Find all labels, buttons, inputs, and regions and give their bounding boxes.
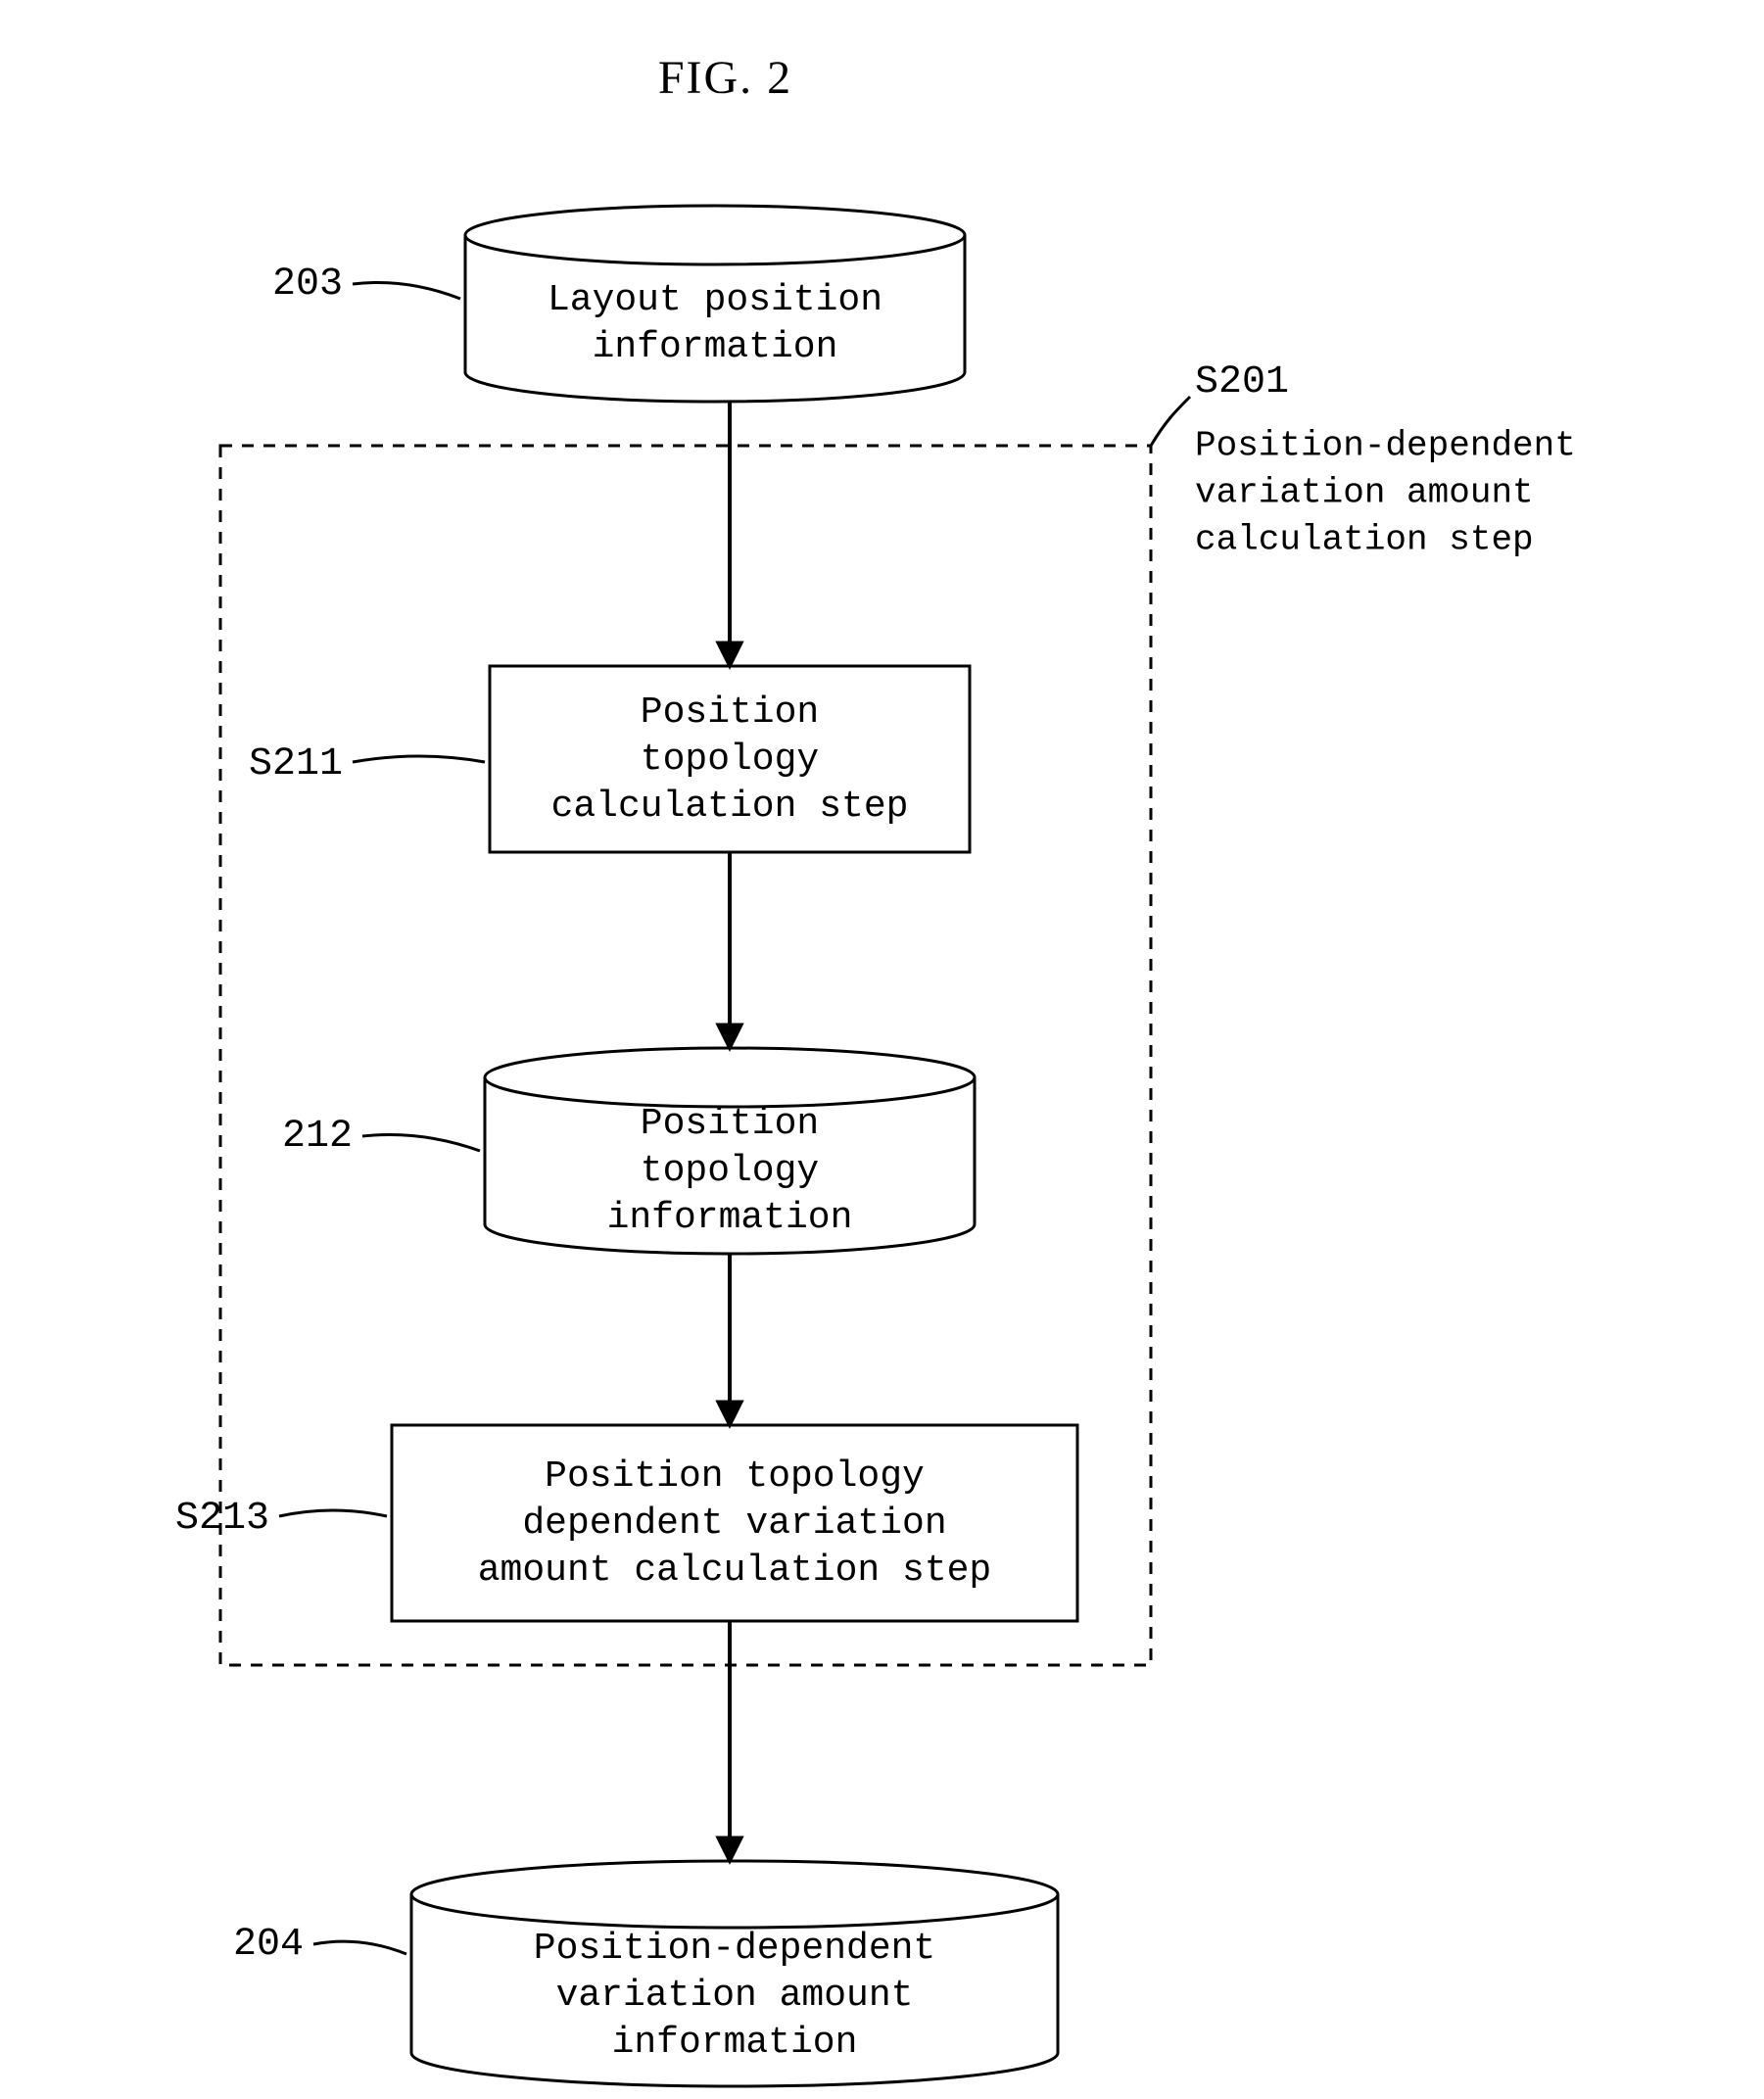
node-text: Position	[641, 692, 819, 734]
cylinder-n204: Position-dependent variation amount inform…	[411, 1861, 1058, 2086]
label-n203: 203	[272, 262, 343, 307]
label-leader-n212	[362, 1134, 480, 1151]
node-text: Position-dependent	[534, 1928, 935, 1970]
process-s213: Position topology dependent variation amou…	[392, 1425, 1077, 1621]
node-text: information	[593, 326, 838, 368]
group-description: variation amount	[1195, 473, 1534, 513]
node-text: Position	[641, 1103, 819, 1145]
group-description: Position-dependent	[1195, 426, 1576, 466]
flowchart-diagram: FIG. 2 S201 Position-dependent variation am…	[0, 0, 1764, 2099]
figure-title: FIG. 2	[658, 52, 792, 104]
node-text: topology	[641, 1150, 819, 1192]
node-text: Layout position	[548, 279, 882, 321]
label-leader-s211	[353, 756, 485, 762]
cylinder-n212: Position topology information	[485, 1048, 975, 1254]
label-leader-s201	[1151, 397, 1190, 446]
node-text: Position topology	[545, 1455, 925, 1498]
label-leader-n203	[353, 282, 460, 299]
group-description: calculation step	[1195, 520, 1534, 560]
node-text: calculation step	[551, 786, 909, 828]
node-text: amount calculation step	[478, 1550, 992, 1592]
label-n204: 204	[233, 1923, 304, 1967]
node-text: dependent variation	[522, 1503, 946, 1545]
label-leader-s213	[279, 1510, 387, 1516]
label-s201: S201	[1195, 360, 1289, 405]
process-s211: Position topology calculation step	[490, 666, 970, 852]
label-s213: S213	[175, 1497, 269, 1541]
label-leader-n204	[313, 1941, 406, 1954]
label-n212: 212	[282, 1115, 353, 1159]
cylinder-n203: Layout position information	[465, 206, 965, 402]
node-text: information	[612, 2022, 858, 2064]
node-text: topology	[641, 739, 819, 781]
label-s211: S211	[249, 742, 343, 787]
node-text: variation amount	[556, 1975, 914, 2017]
node-text: information	[607, 1197, 853, 1239]
